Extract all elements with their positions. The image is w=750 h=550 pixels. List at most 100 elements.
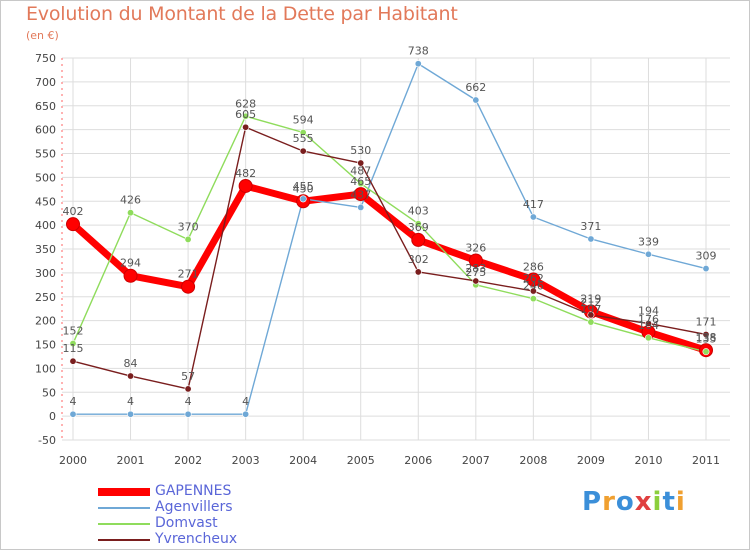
data-label-agenvillers: 339 [638,235,659,248]
data-label-domvast: 164 [638,319,659,332]
legend-label: Agenvillers [155,499,233,515]
legend-label: Yvrencheux [155,531,238,547]
data-point-gapennes [66,217,80,232]
data-point-agenvillers [529,213,537,221]
x-tick-label: 2003 [232,454,260,467]
data-label-yvrencheux: 84 [124,357,138,370]
data-point-yvrencheux [184,385,192,393]
data-point-yvrencheux [242,123,250,131]
data-label-gapennes: 219 [580,293,601,306]
logo-letter: t [662,487,676,517]
data-point-agenvillers [702,265,710,273]
x-tick-label: 2011 [692,454,720,467]
data-label-yvrencheux: 530 [350,144,371,157]
data-point-gapennes [468,253,483,268]
data-label-agenvillers: 309 [696,250,717,263]
data-label-domvast: 628 [235,97,256,110]
data-point-yvrencheux [69,357,77,365]
data-point-domvast [702,348,710,356]
data-label-agenvillers: 455 [293,180,314,193]
data-point-domvast [127,209,135,217]
legend-item-agenvillers: Agenvillers [98,499,298,516]
y-tick-label: 200 [35,315,56,328]
y-tick-label: 550 [35,148,56,161]
data-label-yvrencheux: 605 [235,108,256,121]
data-point-agenvillers [242,410,250,418]
y-tick-label: 750 [35,52,56,65]
data-label-gapennes: 176 [638,313,659,326]
logo-letter: i [652,487,663,517]
data-label-gapennes: 482 [235,167,256,180]
data-label-agenvillers: 437 [350,188,371,201]
data-point-domvast [69,340,77,348]
data-point-domvast [299,128,307,136]
y-tick-label: 500 [35,171,56,184]
x-tick-label: 2007 [462,454,490,467]
data-label-gapennes: 465 [350,175,371,188]
logo-letter: o [615,487,635,517]
data-point-agenvillers [299,195,307,203]
x-tick-label: 2000 [59,454,87,467]
data-label-gapennes: 402 [63,205,84,218]
data-label-agenvillers: 662 [465,81,486,94]
data-label-yvrencheux: 57 [181,370,195,383]
data-point-agenvillers [127,410,135,418]
x-tick-label: 2006 [404,454,432,467]
data-point-domvast [529,295,537,303]
data-label-agenvillers: 371 [580,220,601,233]
data-point-gapennes [238,178,253,193]
data-point-yvrencheux [127,372,135,380]
data-label-gapennes: 294 [120,257,141,270]
data-label-agenvillers: 4 [185,395,192,408]
legend-swatch [98,488,150,496]
data-point-gapennes [181,279,196,294]
legend-label: GAPENNES [155,483,232,499]
data-label-yvrencheux: 171 [696,315,717,328]
data-label-yvrencheux: 212 [580,296,601,309]
data-label-domvast: 594 [293,113,314,126]
data-point-gapennes [123,268,138,283]
data-label-gapennes: 271 [178,268,199,281]
data-point-agenvillers [644,250,652,258]
data-label-domvast: 487 [350,165,371,178]
data-label-domvast: 246 [523,280,544,293]
legend-item-domvast: Domvast [98,515,298,532]
data-label-yvrencheux: 262 [523,272,544,285]
data-point-agenvillers [587,235,595,243]
proxiti-logo: Proxiti [582,487,686,517]
data-label-domvast: 135 [696,333,717,346]
data-label-gapennes: 138 [696,331,717,344]
data-label-agenvillers: 4 [127,395,134,408]
x-tick-label: 2008 [519,454,547,467]
data-label-domvast: 197 [580,303,601,316]
legend-label: Domvast [155,515,218,531]
data-point-yvrencheux [472,277,480,285]
data-label-yvrencheux: 115 [63,342,84,355]
data-label-domvast: 275 [465,266,486,279]
data-point-yvrencheux [299,147,307,155]
data-label-gapennes: 450 [293,182,314,195]
data-label-yvrencheux: 194 [638,304,659,317]
x-tick-label: 2004 [289,454,317,467]
data-point-yvrencheux [529,287,537,295]
legend-item-gapennes: GAPENNES [98,483,298,500]
data-point-gapennes [526,272,541,287]
data-point-domvast [357,180,365,188]
series-line-agenvillers [72,63,707,415]
data-label-domvast: 403 [408,205,429,218]
chart-title: Evolution du Montant de la Dette par Hab… [26,3,458,25]
y-tick-label: 100 [35,362,56,375]
data-point-gapennes [353,187,368,202]
y-tick-label: -50 [38,434,56,447]
y-tick-label: 700 [35,76,56,89]
x-tick-label: 2001 [117,454,145,467]
data-point-yvrencheux [587,311,595,319]
y-tick-label: 400 [35,219,56,232]
data-label-yvrencheux: 302 [408,253,429,266]
data-point-agenvillers [69,410,77,418]
x-tick-label: 2010 [634,454,662,467]
data-point-agenvillers [357,203,365,211]
legend-swatch [98,539,150,541]
logo-letter: x [634,487,653,517]
